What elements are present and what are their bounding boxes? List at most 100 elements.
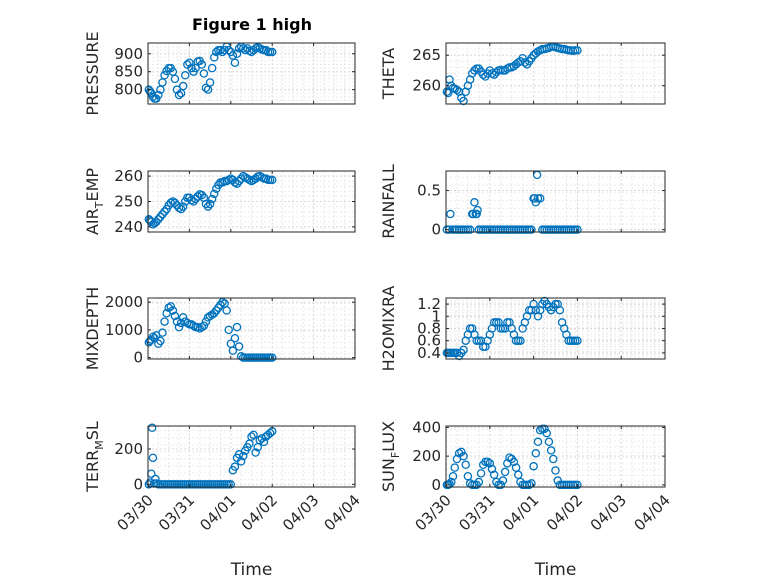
panel-0-point-29	[201, 83, 211, 93]
panel-6-ylabel: TERRMSL	[83, 421, 106, 493]
panel-5-ylabel: H2OMIXRA	[379, 286, 398, 372]
panel-7-point-17	[476, 469, 486, 478]
panel-0-point-28	[199, 69, 209, 78]
panel-5-point-53	[555, 305, 565, 315]
panel-1-point-23	[489, 70, 499, 79]
panel-2-ylabel: AIRTEMP	[83, 168, 106, 235]
panel-5-ytick-label-3: 1	[431, 307, 441, 325]
panel-0-ytick-label-0: 800	[114, 81, 143, 99]
panel-4-point-45	[234, 342, 244, 351]
panel-0-point-34	[212, 47, 221, 57]
panel-1-ylabel: THETA	[379, 48, 398, 100]
panel-4-point-29	[201, 317, 211, 326]
panel-2-point-35	[214, 180, 223, 190]
panel-6-point-3	[147, 423, 157, 433]
panel-0-point-9	[160, 71, 169, 80]
panel-2-point-45	[234, 176, 244, 186]
panel-7-xlabel: Time	[534, 560, 577, 580]
panel-2-point-32	[207, 194, 217, 204]
panel-4-point-13	[168, 306, 178, 315]
panel-0-point-31	[205, 78, 215, 87]
panel-6-point-62	[265, 428, 275, 438]
panel-0-point-44	[232, 49, 242, 59]
panel-6-point-57	[255, 435, 265, 445]
panel-4-axes-box	[147, 297, 356, 360]
panel-2-point-25	[193, 192, 202, 201]
panel-4-point-40	[224, 325, 233, 335]
panel-3-point-1	[444, 225, 454, 234]
panel-4-point-14	[170, 311, 180, 321]
panel-7-point-10	[461, 460, 470, 470]
panel-2-point-18	[178, 202, 188, 211]
panel-4-ytick-label-1: 1000	[105, 321, 143, 339]
panel-7-point-8	[457, 447, 466, 457]
panel-2-point-27	[197, 190, 207, 200]
panel-1-point-37	[520, 58, 530, 67]
panel-2-point-50	[245, 175, 254, 185]
panel-7-point-61	[573, 480, 582, 490]
panel-3-ylabel: RAINFALL	[379, 164, 398, 239]
panel-5-point-35	[516, 336, 525, 345]
panel-2-point-5	[152, 217, 161, 227]
panel-7-point-52	[553, 476, 562, 485]
panel-1-point-36	[518, 54, 527, 63]
panel-6-point-53	[247, 432, 256, 441]
panel-7-point-47	[542, 428, 551, 438]
panel-3: 0 0.5 RAINFALL	[379, 164, 666, 239]
panel-4-point-16	[174, 322, 184, 332]
panel-1-point-1	[443, 88, 453, 98]
panel-0-point-36	[216, 45, 225, 55]
panel-4-point-17	[176, 318, 186, 328]
panel-4-point-46	[236, 351, 246, 361]
panel-2-point-53	[251, 174, 260, 183]
panel-7-ylabel: SUNFLUX	[379, 421, 402, 492]
panel-2-point-58	[261, 174, 271, 183]
panel-2-ytick-label-0: 240	[114, 218, 143, 236]
panel-6-point-43	[226, 480, 236, 489]
panel-3-ytick-label-0: 0	[431, 221, 441, 239]
panel-6-point-54	[249, 430, 258, 440]
panel-4-point-15	[172, 317, 182, 326]
panel-2-point-44	[232, 179, 242, 188]
panel-3-point-42	[527, 225, 536, 234]
panel-1-point-6	[452, 85, 462, 95]
panel-4-point-0	[144, 338, 154, 347]
panel-5-point-9	[459, 345, 468, 355]
panel-2-ytick-label-2: 260	[114, 167, 143, 185]
panel-7-point-48	[544, 437, 554, 447]
panel-3-point-2	[446, 209, 455, 219]
panel-2-point-47	[238, 171, 248, 181]
panel-6-axes-box	[147, 425, 356, 488]
panel-6-point-55	[251, 448, 260, 457]
panel-7-point-50	[549, 454, 558, 464]
panel-1-ytick-label-0: 260	[412, 77, 441, 95]
panel-7-point-39	[524, 480, 534, 490]
panel-7-point-21	[485, 459, 495, 468]
panel-0-point-43	[230, 58, 240, 67]
panel-4-point-61	[267, 353, 277, 362]
panel-0-point-16	[174, 90, 184, 100]
panel-1-point-18	[478, 70, 488, 79]
panel-1-ytick-label-1: 265	[412, 46, 441, 64]
panel-2-point-9	[160, 207, 169, 216]
panel-7-point-46	[540, 424, 549, 434]
panel-5-point-61	[573, 336, 582, 345]
panel-4-point-28	[199, 321, 209, 330]
panel-1-axes-box	[445, 42, 666, 105]
panel-4-point-8	[158, 328, 167, 337]
panel-5: 0.40.60.811.2 H2OMIXRA	[379, 286, 666, 372]
panel-3-ytick-label-1: 0.5	[417, 182, 441, 200]
panel-6-point-49	[238, 451, 248, 461]
panel-7-point-9	[459, 451, 468, 461]
panel-5-ytick-label-2: 0.8	[417, 320, 441, 338]
panel-0-point-14	[170, 74, 180, 84]
panel-0-ytick-label-1: 850	[114, 63, 143, 81]
panel-4-point-43	[230, 333, 240, 343]
panel-3-point-48	[535, 194, 545, 203]
panel-7-point-42	[531, 449, 541, 458]
panel-7-point-41	[529, 461, 538, 471]
figure-title: Figure 1 high	[192, 15, 312, 34]
panel-3-axes-box	[445, 170, 666, 233]
